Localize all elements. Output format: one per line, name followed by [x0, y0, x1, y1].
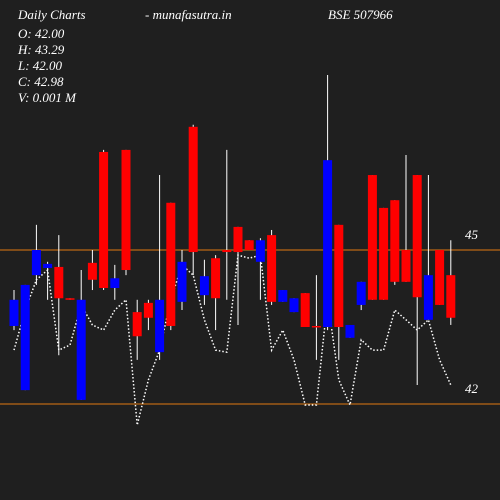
candle-body — [367, 175, 377, 300]
chart-title: Daily Charts — [17, 7, 86, 22]
candle-body — [87, 262, 97, 280]
ohlcv-info: O: 42.00 — [18, 26, 65, 41]
candle-body — [334, 224, 344, 328]
candle-body — [222, 250, 232, 253]
candle-body — [323, 160, 333, 328]
candle-body — [356, 281, 366, 305]
y-tick-label: 42 — [465, 381, 479, 396]
ohlcv-info: H: 43.29 — [17, 42, 65, 57]
candle-body — [177, 261, 187, 302]
site-name: - munafasutra.in — [145, 7, 232, 22]
candle-body — [345, 324, 355, 338]
candle-body — [110, 278, 120, 288]
candle-body — [99, 151, 109, 288]
ohlcv-info: C: 42.98 — [18, 74, 64, 89]
candle-body — [188, 126, 198, 253]
candle-body — [199, 276, 209, 296]
candle-body — [390, 200, 400, 282]
candle-body — [379, 207, 389, 300]
symbol: BSE 507966 — [328, 7, 393, 22]
candle-body — [289, 298, 299, 313]
candle-body — [423, 275, 433, 320]
candle-body — [43, 263, 53, 268]
candle-body — [278, 290, 288, 302]
candle-body — [401, 250, 411, 282]
candle-body — [311, 325, 321, 328]
candle-body — [20, 284, 30, 391]
candle-body — [412, 175, 422, 298]
candle-body — [65, 298, 75, 300]
candle-body — [267, 235, 277, 302]
candle-body — [143, 302, 153, 318]
ohlcv-info: V: 0.001 M — [18, 90, 77, 105]
candle-body — [121, 149, 131, 271]
candle-body — [300, 293, 310, 328]
candle-body — [31, 250, 41, 276]
candle-body — [244, 240, 254, 250]
candle-body — [76, 299, 86, 400]
y-tick-label: 45 — [465, 227, 479, 242]
candle-body — [446, 275, 456, 318]
indicator-line — [13, 254, 452, 426]
candle-body — [233, 226, 243, 253]
candle-body — [54, 266, 64, 299]
candle-body — [132, 312, 142, 337]
candle-body — [255, 240, 265, 262]
candle-body — [166, 202, 176, 326]
candle-body — [9, 299, 19, 326]
ohlcv-info: L: 42.00 — [17, 58, 63, 73]
candle-body — [211, 258, 221, 299]
candle-body — [435, 250, 445, 305]
candle-body — [155, 299, 165, 353]
